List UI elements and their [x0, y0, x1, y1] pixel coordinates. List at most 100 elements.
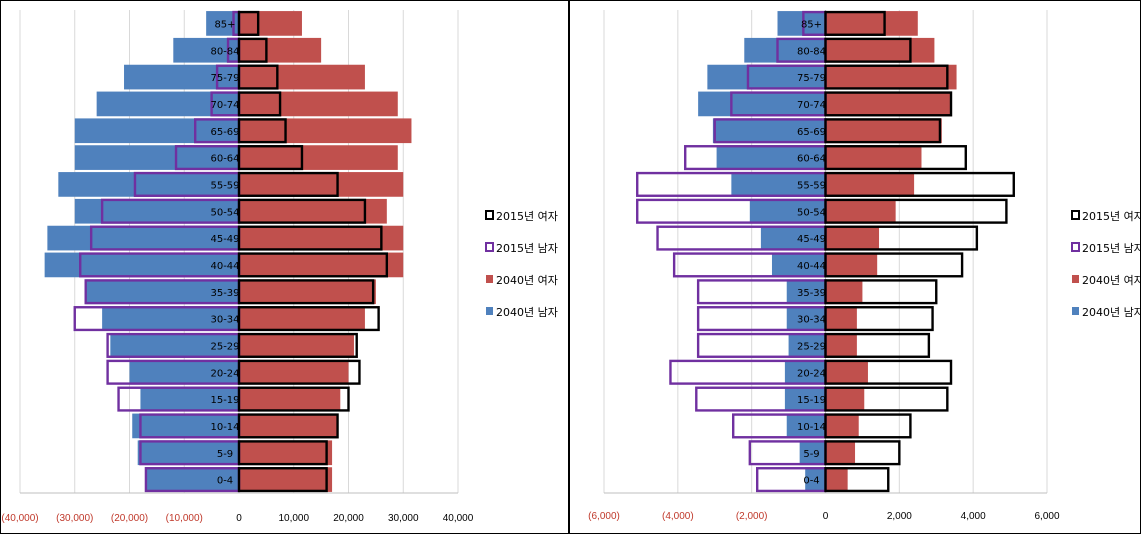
bar-2040-female: [825, 64, 957, 90]
legend-swatch: [1072, 307, 1079, 315]
bar-2015-female: [237, 225, 383, 251]
age-group-label: 20-24: [210, 368, 239, 379]
bar-2040-male: [124, 64, 239, 90]
bar-2040-male: [799, 440, 826, 466]
age-group-label: 80-84: [210, 46, 239, 57]
bar-2040-female: [825, 91, 952, 117]
age-group-label: 20-24: [797, 368, 826, 379]
bar-2040-male: [137, 440, 239, 466]
bar-2015-female: [237, 386, 350, 412]
bar-2040-male: [58, 172, 240, 197]
x-tick-label: 20,000: [333, 513, 364, 524]
age-group-label: 15-19: [797, 395, 826, 406]
age-group-label: 25-29: [797, 341, 826, 352]
bar-2015-female: [824, 198, 1008, 224]
bar-2040-male: [129, 359, 239, 385]
bar-2040-female: [825, 359, 868, 385]
x-tick-label: (10,000): [166, 513, 203, 524]
age-group-label: 40-44: [797, 261, 826, 272]
bar-2015-female: [824, 37, 912, 63]
age-group-label: 40-44: [210, 261, 239, 272]
bar-2015-female: [237, 440, 328, 466]
age-group-label: 70-74: [210, 100, 239, 111]
legend-swatch: [485, 210, 494, 220]
bar-2040-female: [825, 306, 857, 331]
bar-2040-male: [132, 413, 239, 439]
bar-2040-female: [239, 386, 341, 412]
legend-swatch: [1072, 275, 1079, 283]
bar-2015-female: [824, 10, 886, 36]
age-group-label: 25-29: [210, 341, 239, 352]
bar-2015-female: [824, 118, 942, 144]
bar-2040-female: [239, 252, 404, 278]
age-group-label: 50-54: [210, 207, 239, 218]
age-group-label: 60-64: [210, 154, 239, 165]
age-group-label: 0-4: [217, 476, 233, 487]
age-group-label: 45-49: [797, 234, 826, 245]
bar-2040-female: [825, 145, 922, 170]
bar-2040-female: [239, 467, 333, 492]
x-tick-label: (40,000): [1, 513, 38, 524]
bar-2040-male: [145, 467, 239, 492]
x-tick-label: 2,000: [887, 511, 912, 522]
age-group-label: 35-39: [797, 288, 826, 299]
bar-2040-male: [788, 333, 826, 358]
bar-2015-female: [824, 252, 964, 278]
x-tick-label: (6,000): [588, 511, 620, 522]
bar-2040-male: [771, 252, 826, 278]
bar-2040-female: [239, 118, 412, 144]
legend-label: 2015년 남자: [1082, 242, 1141, 255]
x-tick-label: (30,000): [56, 513, 93, 524]
bar-2040-female: [825, 37, 935, 63]
bar-2015-female: [237, 64, 279, 90]
bar-2015-female: [824, 91, 953, 117]
age-group-label: 45-49: [210, 234, 239, 245]
bar-2040-male: [777, 11, 826, 36]
bar-2015-female: [237, 37, 268, 63]
bar-2040-male: [784, 386, 826, 412]
bar-2015-female: [824, 359, 953, 385]
x-tick-label: 10,000: [278, 513, 309, 524]
bar-2040-male: [786, 279, 826, 305]
bar-2040-male: [805, 467, 826, 492]
bar-2015-female: [237, 467, 328, 493]
bar-2015-female: [237, 145, 304, 171]
pyramid-chart-left: (40,000) (30,000) (20,000) (10,000) 0 10,000 2…: [1, 10, 558, 524]
age-group-label: 65-69: [210, 127, 239, 138]
bar-2040-male: [760, 225, 826, 251]
legend-label: 2040년 남자: [496, 306, 558, 319]
x-tick-label: 0: [236, 513, 242, 524]
bar-2015-female: [237, 91, 282, 117]
bar-2040-male: [96, 91, 240, 117]
bar-2015-female: [824, 413, 912, 439]
bar-2040-male: [786, 306, 826, 331]
age-group-label: 5-9: [803, 449, 819, 460]
bar-2040-female: [825, 467, 848, 492]
bar-2015-female: [824, 145, 967, 171]
bar-2015-female: [824, 467, 890, 493]
bar-2040-male: [731, 172, 826, 197]
bar-2015-female: [824, 332, 931, 358]
age-group-label: 80-84: [797, 46, 826, 57]
x-tick-label: (4,000): [662, 511, 694, 522]
age-group-label: 30-34: [210, 315, 239, 326]
bar-2040-female: [239, 359, 349, 385]
age-group-label: 35-39: [210, 288, 239, 299]
bar-2040-female: [825, 386, 865, 412]
age-group-label: 55-59: [210, 180, 239, 191]
bar-2040-female: [825, 413, 859, 439]
bar-2015-female: [824, 386, 949, 412]
age-group-label: 85+: [801, 19, 822, 30]
x-tick-label: 30,000: [388, 513, 419, 524]
x-tick-label: 4,000: [961, 511, 986, 522]
bar-2015-female: [824, 440, 901, 466]
pyramid-chart-right: (6,000) (4,000) (2,000) 0 2,000 4,000 6,000 0-4…: [588, 10, 1141, 522]
bar-2015-female: [824, 171, 1015, 197]
bar-2040-female: [239, 333, 354, 358]
age-group-label: 75-79: [797, 73, 826, 84]
bar-2040-male: [140, 386, 239, 412]
bar-2040-female: [239, 306, 365, 331]
age-group-label: 65-69: [797, 127, 826, 138]
legend-label: 2040년 남자: [1082, 306, 1141, 319]
